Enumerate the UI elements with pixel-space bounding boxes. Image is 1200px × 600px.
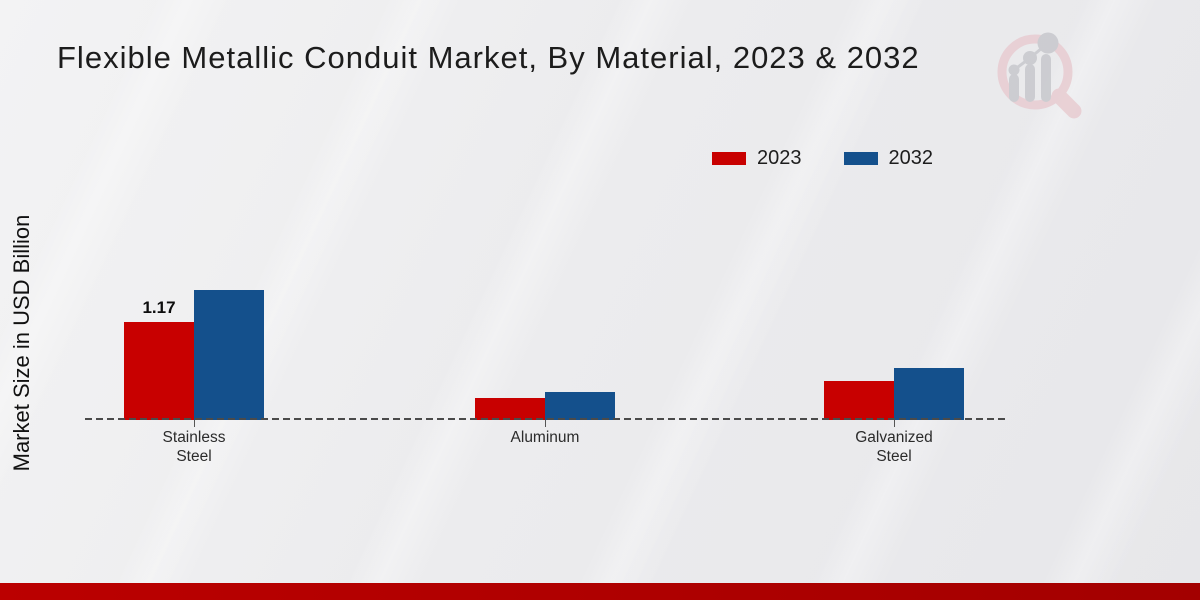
market-research-future-logo-icon (990, 26, 1090, 120)
bar-2023-galvanized-steel (824, 381, 894, 420)
y-axis-label: Market Size in USD Billion (9, 214, 34, 472)
bar-2023-stainless-steel (124, 322, 194, 420)
bar-2032-stainless-steel (194, 290, 264, 420)
legend-swatch-2023 (712, 152, 746, 165)
bar-value-label: 1.17 (142, 298, 176, 317)
logo-bar-2 (1025, 64, 1035, 102)
x-axis-baseline (85, 418, 1007, 420)
legend-label: 2032 (888, 147, 934, 169)
category-tick (893, 420, 895, 427)
category-tick (544, 420, 546, 427)
footer-bar (0, 583, 1200, 600)
bar-2032-aluminum (545, 392, 615, 420)
category-label: Aluminum (510, 429, 580, 446)
legend-swatch-2032 (843, 152, 878, 165)
legend-label: 2023 (757, 147, 802, 169)
logo-bar-1 (1009, 74, 1019, 102)
logo-bar-3 (1041, 54, 1051, 102)
logo-dot-1 (1008, 64, 1020, 76)
chart-title: Flexible Metallic Conduit Market, By Mat… (57, 40, 920, 75)
category-label: Galvanized Steel (855, 429, 933, 465)
logo-dot-3 (1037, 32, 1059, 54)
logo-dot-2 (1023, 51, 1037, 65)
category-tick (193, 420, 195, 427)
legend: 2023 2032 (712, 147, 933, 170)
category-label: Stainless Steel (162, 429, 226, 465)
magnifier-rim (997, 34, 1073, 110)
legend-item-2032: 2032 (843, 147, 934, 170)
bar-2023-aluminum (475, 398, 545, 420)
legend-item-2023: 2023 (712, 147, 802, 170)
bar-2032-galvanized-steel (894, 368, 964, 420)
